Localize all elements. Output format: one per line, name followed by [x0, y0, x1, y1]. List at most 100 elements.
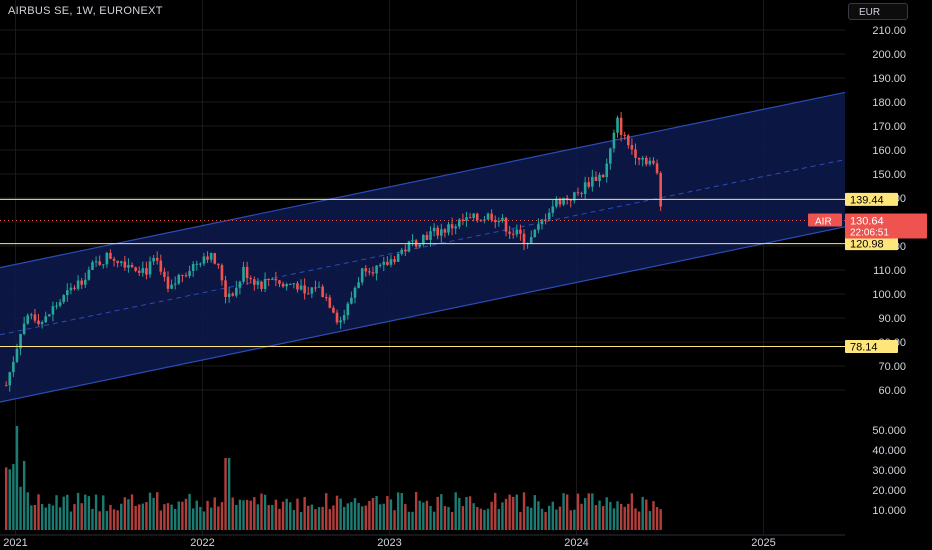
candle-body	[576, 192, 580, 194]
candle-body	[123, 261, 127, 268]
candle-body	[181, 274, 184, 276]
volume-bar	[127, 499, 130, 530]
volume-bar	[393, 510, 396, 530]
candle-body	[461, 219, 465, 221]
candle-body	[558, 198, 562, 205]
volume-bar	[591, 493, 594, 530]
volume-bar	[504, 498, 508, 530]
candle-body	[191, 264, 195, 272]
candle-body	[375, 265, 378, 274]
candle-body	[641, 157, 644, 160]
volume-bar	[245, 499, 249, 530]
price-tick-label: 100.00	[872, 289, 906, 301]
candle-body	[317, 286, 321, 288]
candle-body	[242, 266, 245, 282]
volume-bar	[634, 508, 637, 530]
volume-bar	[339, 498, 342, 530]
volume-bar	[102, 495, 105, 530]
volume-bar	[80, 503, 83, 530]
volume-bar	[652, 501, 655, 530]
candle-body	[155, 257, 159, 261]
volume-bar	[4, 467, 8, 530]
candle-body	[188, 271, 191, 277]
volume-bar	[109, 504, 112, 530]
volume-bar	[357, 502, 360, 530]
candle-body	[450, 224, 454, 229]
volume-bar	[515, 494, 519, 530]
volume-bar	[637, 511, 641, 530]
volume-bar	[627, 503, 630, 530]
volume-bar	[256, 504, 260, 530]
candle-body	[55, 305, 58, 307]
candle-body	[310, 287, 314, 294]
volume-bar	[195, 500, 198, 530]
candle-body	[594, 176, 598, 181]
candle-body	[33, 314, 37, 321]
volume-bar	[84, 494, 87, 530]
volume-bar	[479, 508, 483, 530]
volume-bar	[44, 507, 47, 530]
candle-body	[51, 306, 55, 315]
candle-body	[260, 281, 263, 289]
volume-bar	[580, 503, 583, 530]
volume-bar	[616, 501, 619, 530]
currency-button[interactable]: EUR	[848, 3, 908, 20]
candle-body	[91, 262, 94, 270]
candle-body	[357, 282, 360, 288]
candle-body	[62, 295, 66, 303]
candle-body	[475, 213, 479, 221]
volume-bar	[314, 509, 317, 530]
candle-body	[418, 244, 422, 247]
volume-tick-label: 40.000	[872, 445, 906, 457]
candle-body	[360, 268, 364, 283]
volume-bar	[512, 496, 515, 530]
volume-bar	[389, 499, 393, 530]
candle-body	[490, 213, 493, 220]
candle-body	[335, 312, 339, 323]
volume-tick-label: 50.000	[872, 425, 906, 437]
price-tick-label: 210.00	[872, 25, 906, 37]
candle-body	[540, 219, 544, 225]
volume-bar	[76, 492, 80, 530]
channel-lower-line	[0, 226, 846, 403]
volume-bar	[120, 503, 123, 530]
candle-body	[303, 285, 306, 294]
candle-body	[634, 149, 637, 158]
candle-body	[19, 333, 22, 349]
volume-bar	[188, 493, 191, 530]
candle-body	[116, 260, 119, 263]
volume-bar	[48, 503, 51, 530]
volume-bar	[375, 496, 378, 530]
volume-bar	[645, 499, 648, 530]
volume-bar	[209, 507, 213, 530]
volume-bar	[562, 493, 565, 530]
candle-body	[8, 372, 12, 386]
candle-body	[583, 182, 587, 194]
candle-body	[238, 281, 242, 288]
volume-bar	[177, 501, 180, 530]
volume-bar	[94, 494, 98, 530]
volume-bar	[447, 507, 450, 530]
ticker-tag-box	[808, 213, 842, 227]
volume-bar	[461, 506, 465, 530]
candle-body	[220, 265, 224, 281]
candle-body	[202, 256, 206, 264]
candle-body	[605, 163, 609, 178]
volume-bar	[404, 504, 407, 530]
volume-bar	[181, 501, 184, 530]
candle-body	[486, 213, 490, 220]
countdown-label: 22:06:51	[850, 227, 889, 238]
candle-body	[227, 293, 231, 297]
candle-body	[504, 217, 508, 232]
volume-tick-label: 20.000	[872, 485, 906, 497]
volume-bar	[138, 504, 141, 530]
candle-body	[591, 176, 594, 187]
volume-bar	[346, 503, 350, 530]
candle-body	[440, 229, 443, 236]
volume-bar	[202, 511, 206, 530]
candle-body	[148, 261, 152, 275]
volume-bar	[299, 511, 303, 530]
last-price-box	[845, 213, 927, 239]
